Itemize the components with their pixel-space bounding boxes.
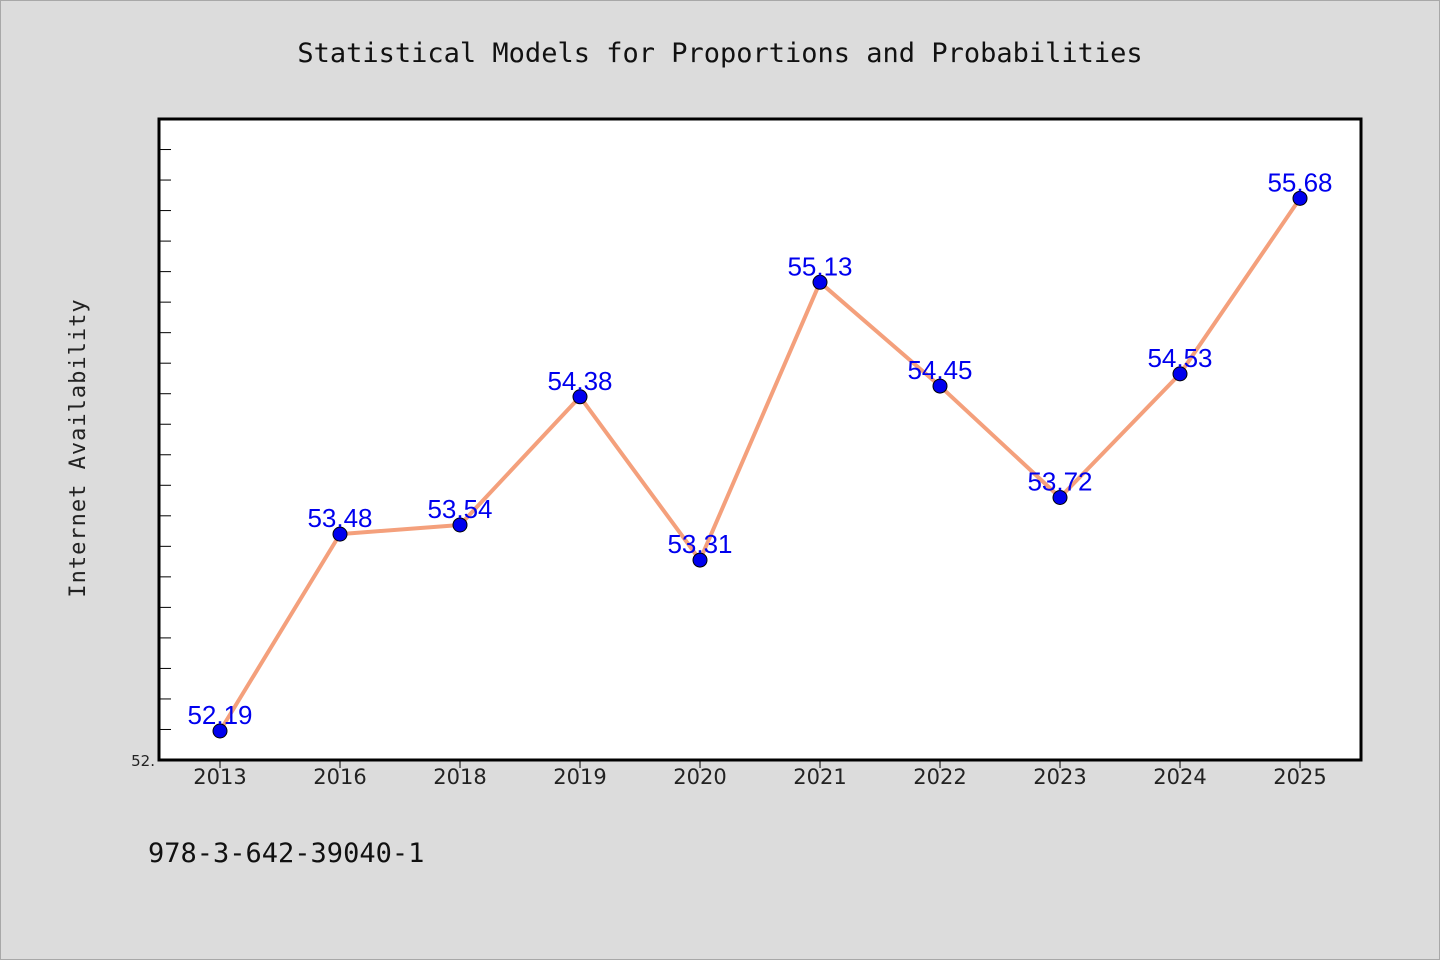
y-tick-label: 52. (131, 752, 155, 770)
data-label: 53.31 (667, 529, 732, 559)
data-point (1172, 366, 1188, 382)
data-label: 52.19 (187, 700, 252, 730)
data-label: 53.72 (1027, 466, 1092, 496)
series-layer: 52.19 53.48 53.54 54.38 53.31 55.13 54.45 53.72… (187, 167, 1333, 739)
y-axis-ticks: 52. (131, 149, 171, 770)
x-tick-label: 2021 (793, 765, 846, 789)
data-point (572, 389, 588, 405)
data-label: 54.38 (547, 366, 612, 396)
data-point (1292, 190, 1308, 206)
x-tick-label: 2024 (1153, 765, 1206, 789)
x-tick-label: 2020 (673, 765, 726, 789)
data-point (332, 526, 348, 542)
x-tick-label: 2016 (313, 765, 366, 789)
data-label: 53.54 (427, 494, 492, 524)
x-tick-label: 2023 (1033, 765, 1086, 789)
data-label: 54.53 (1147, 343, 1212, 373)
chart-title: Statistical Models for Proportions and P… (297, 38, 1142, 69)
x-tick-label: 2022 (913, 765, 966, 789)
data-point (1052, 489, 1068, 505)
data-label: 55.68 (1267, 167, 1332, 197)
data-point (452, 517, 468, 533)
data-label: 55.13 (787, 251, 852, 281)
data-point (812, 274, 828, 290)
data-point (692, 552, 708, 568)
isbn-text: 978-3-642-39040-1 (148, 838, 424, 869)
x-axis-ticks: 2013 2016 2018 2019 2020 2021 2022 2023 2024 2025 (193, 760, 1327, 789)
data-label: 53.48 (307, 503, 372, 533)
x-tick-label: 2018 (433, 765, 486, 789)
plot-area (157, 117, 1363, 762)
series-line (218, 197, 1302, 733)
y-axis-label: Internet Availability (66, 298, 91, 597)
data-point (932, 378, 948, 394)
data-point (212, 723, 228, 739)
x-tick-label: 2025 (1273, 765, 1326, 789)
data-label: 54.45 (907, 355, 972, 385)
x-tick-label: 2013 (193, 765, 246, 789)
x-tick-label: 2019 (553, 765, 606, 789)
